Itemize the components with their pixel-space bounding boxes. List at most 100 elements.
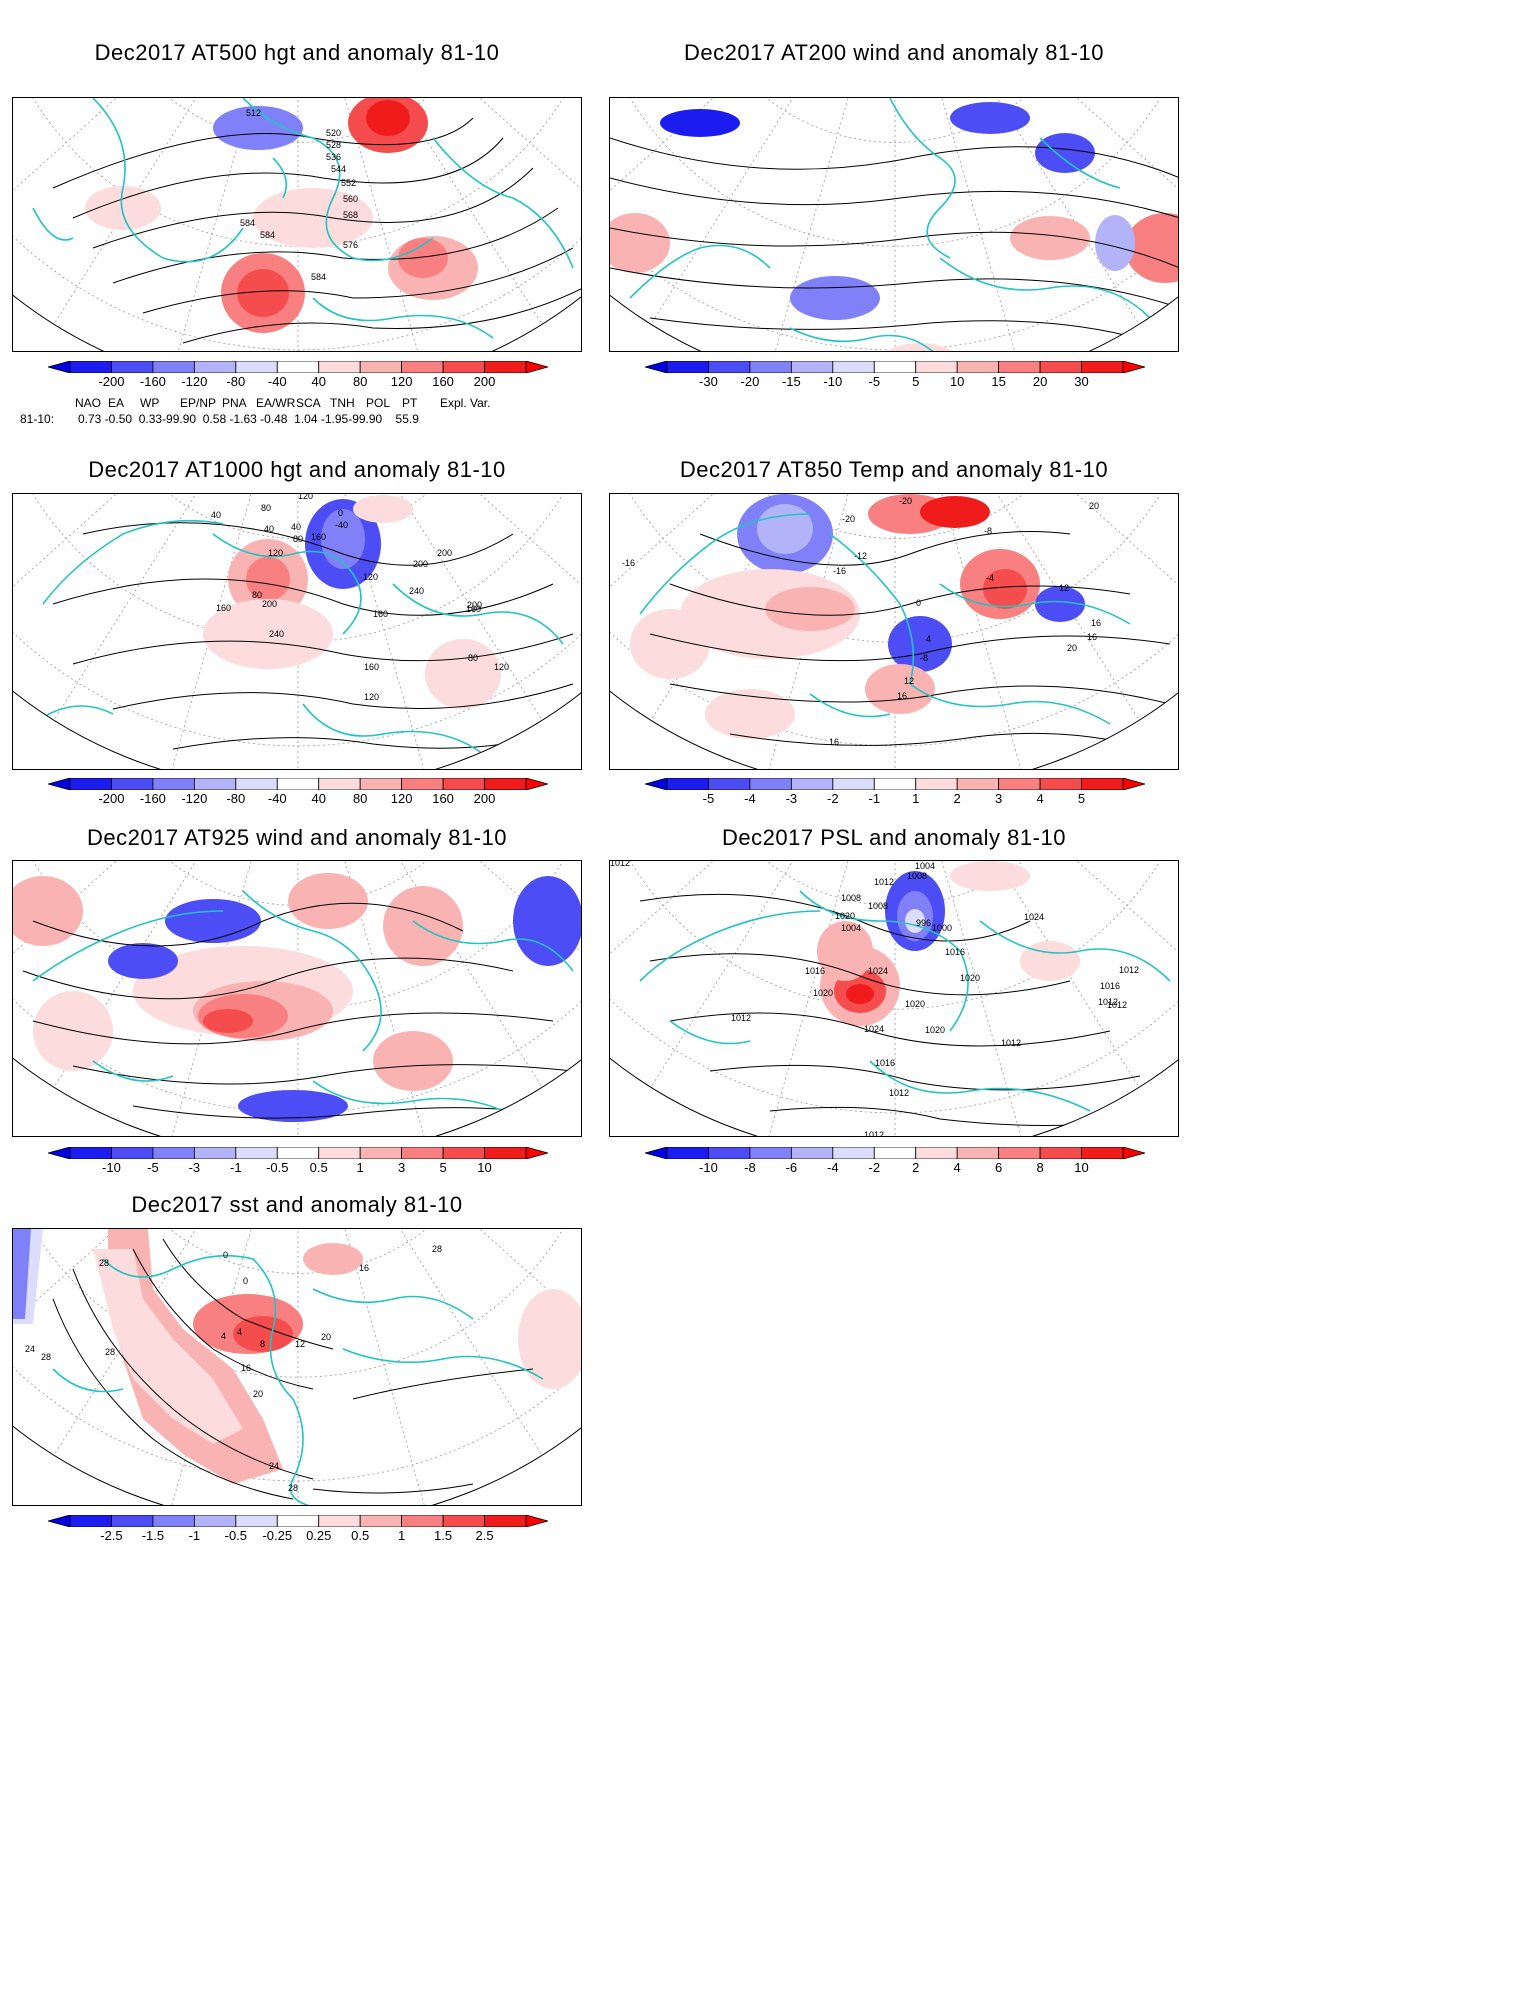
colorbar-segment <box>193 778 237 790</box>
colorbar-segment <box>790 1147 834 1159</box>
contour-label: 576 <box>343 240 358 250</box>
map-panel: 2828242800448121620242828162028 <box>12 1228 582 1506</box>
teleconnection-values: 0.73 -0.50 0.33-99.90 0.58 -1.63 -0.48 1… <box>78 412 419 426</box>
map-svg: 1204080400-40408012016020020024080120160… <box>13 494 581 769</box>
colorbar-segment <box>152 1515 195 1527</box>
colorbar-segment <box>873 1147 917 1159</box>
colorbar-arrow-high <box>1122 778 1145 790</box>
contour-label: 200 <box>413 559 428 569</box>
coastline <box>1039 137 1121 189</box>
teleconnection-header: PNA <box>222 396 247 410</box>
coastline <box>669 1020 751 1045</box>
colorbar-tick-label: -8 <box>744 1160 756 1175</box>
latitude-circle <box>610 494 1178 747</box>
colorbar-tick-label: -5 <box>147 1160 159 1175</box>
meridian-line <box>894 494 1060 769</box>
coastline <box>869 1060 1091 1112</box>
meridian-line <box>13 494 299 727</box>
contour-line <box>669 583 1131 616</box>
contour-label: 584 <box>240 218 255 228</box>
contour-line <box>32 1012 554 1045</box>
colorbar-segment <box>484 1147 527 1159</box>
colorbar-segment <box>1081 778 1124 790</box>
contour-label: 240 <box>269 629 284 639</box>
meridian-line <box>894 98 1178 194</box>
coastline <box>92 1060 174 1082</box>
teleconnection-header: EA <box>108 396 125 410</box>
meridian-line <box>894 494 1178 727</box>
anomaly-shading <box>13 1229 31 1319</box>
contour-line <box>649 953 1071 996</box>
colorbar-segment <box>708 778 751 790</box>
colorbar-segment <box>235 778 278 790</box>
coastline <box>32 207 74 241</box>
contour-label: 16 <box>241 1363 251 1373</box>
contour-label: -16 <box>833 566 846 576</box>
colorbar-tick-label: 10 <box>1074 1160 1089 1175</box>
colorbar-tick-label: -3 <box>785 791 798 806</box>
colorbar-segment <box>790 778 834 790</box>
contour-label: 28 <box>288 1483 298 1493</box>
contour-label: 552 <box>341 178 356 188</box>
colorbar-tick-label: -4 <box>827 1160 839 1175</box>
contour-line <box>699 531 1071 566</box>
coastline <box>639 513 811 615</box>
meridian-line <box>297 861 581 1094</box>
anomaly-shading <box>513 876 581 966</box>
anomaly-shading <box>705 689 795 739</box>
colorbar-segment <box>749 361 792 373</box>
latitude-circle <box>13 1229 581 1482</box>
colorbar-tick-label: -2 <box>868 1160 881 1175</box>
contour-label: 1024 <box>868 966 888 976</box>
anomaly-shading <box>85 186 161 230</box>
contour-label: 80 <box>261 503 271 513</box>
colorbar-segment <box>749 1147 792 1159</box>
contour-label: 160 <box>216 603 231 613</box>
colorbar-tick-label: 120 <box>390 791 413 806</box>
colorbar-tick-label: -5 <box>868 374 881 389</box>
contour-label: 28 <box>99 1258 109 1268</box>
colorbar-tick-label: -80 <box>226 791 246 806</box>
colorbar-tick-label: -10 <box>823 374 843 389</box>
colorbar: -10 -5 -3 -1 -0.5 0.5 1 3 5 10 <box>48 1147 548 1177</box>
contour-label: 4 <box>221 1331 226 1341</box>
meridian-line <box>610 98 896 194</box>
contour-label: -8 <box>920 653 928 663</box>
colorbar-segment <box>359 361 403 373</box>
contour-label: 1000 <box>932 923 952 933</box>
colorbar-tick-label: -2 <box>827 791 839 806</box>
coastline <box>302 703 484 755</box>
colorbar-arrow-low <box>48 778 71 790</box>
teleconnection-row-label: 81-10: <box>20 412 55 426</box>
colorbar-segment <box>915 361 958 373</box>
contour-label: 1020 <box>905 999 925 1009</box>
map-panel: -20 -20 -8 -12 -16 -4 0 12 4 -8 12 16 20 16 16 -16 20 16 <box>609 493 1179 770</box>
colorbar-segment <box>318 1515 361 1527</box>
meridian-line <box>610 494 896 727</box>
contour-label: 528 <box>326 140 341 150</box>
coastline <box>392 583 564 645</box>
contour-label: 28 <box>432 1244 442 1254</box>
contour-label: 40 <box>211 510 221 520</box>
colorbar-segment <box>1039 1147 1082 1159</box>
contour-label: 512 <box>246 108 261 118</box>
anomaly-shading <box>950 861 1030 891</box>
meridian-line <box>894 98 1060 351</box>
contour-line <box>610 137 1178 179</box>
contour-line <box>52 578 554 616</box>
coastline <box>889 98 956 259</box>
colorbar-segment <box>152 361 195 373</box>
colorbar-segment <box>832 1147 875 1159</box>
contour-label: 160 <box>466 604 481 614</box>
contour-label: 996 <box>916 918 931 928</box>
anomaly-shading <box>1095 215 1135 271</box>
colorbar-tick-label: -3 <box>188 1160 201 1175</box>
contour-label: 200 <box>467 600 482 610</box>
colorbar-arrow-high <box>1122 1147 1145 1159</box>
contour-label: -8 <box>984 526 992 536</box>
contour-label: 16 <box>829 737 839 747</box>
colorbar-tick-label: -30 <box>699 374 718 389</box>
contour-line <box>32 902 464 947</box>
contour-label: 1016 <box>945 947 965 957</box>
anomaly-shading <box>108 1229 283 1484</box>
